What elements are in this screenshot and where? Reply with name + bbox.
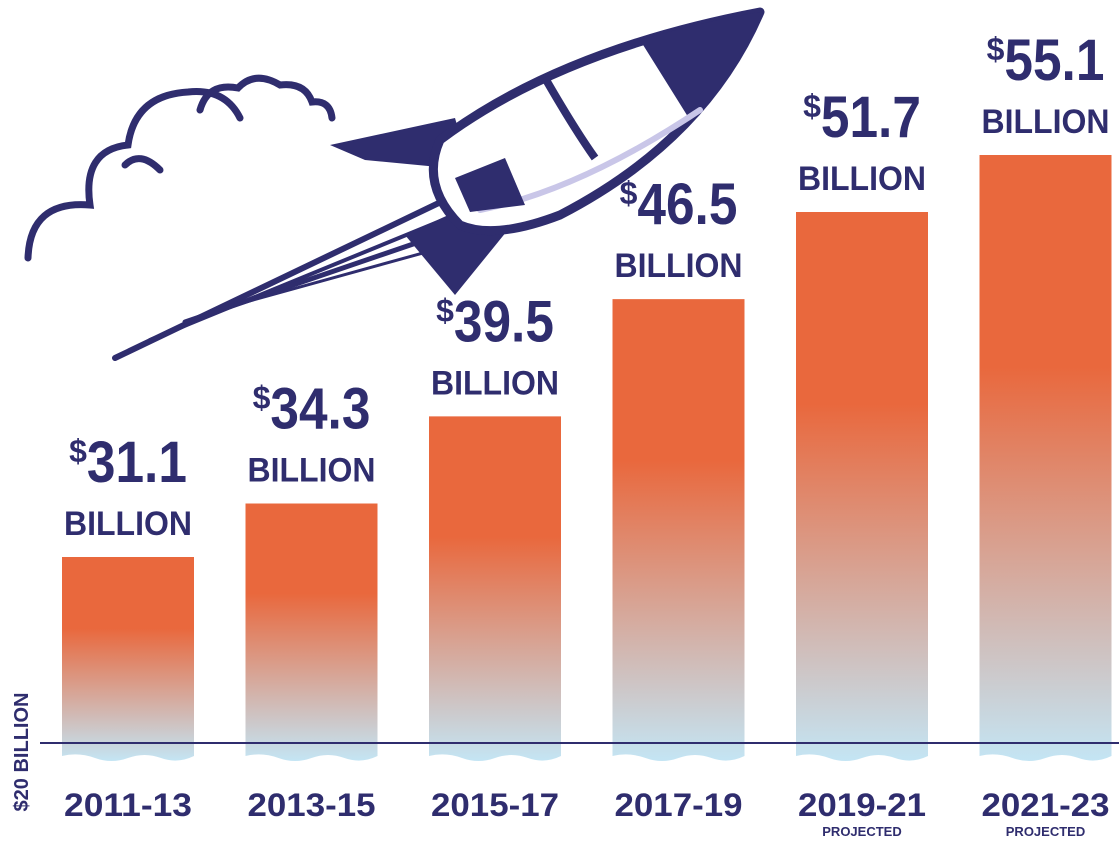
unit-label: BILLION (615, 247, 743, 285)
value-label: $34.3 (253, 376, 371, 441)
projected-label: PROJECTED (822, 824, 901, 839)
value-label: $51.7 (803, 85, 921, 150)
bar-2021-23 (979, 155, 1112, 761)
unit-label: BILLION (982, 103, 1110, 141)
cloud-icon (24, 74, 336, 262)
category-label: 2011-13 (64, 787, 192, 823)
category-label: 2013-15 (248, 787, 376, 823)
value-label: $46.5 (620, 172, 738, 237)
value-label: $39.5 (436, 289, 554, 354)
category-label: 2017-19 (615, 787, 743, 823)
bar-2013-15 (245, 503, 378, 761)
baseline-label: $20 BILLION (11, 693, 33, 812)
unit-label: BILLION (798, 160, 926, 198)
rocket-icon (112, 7, 765, 361)
value-label: $31.1 (69, 430, 187, 495)
category-label: 2021-23 (982, 787, 1110, 823)
value-label: $55.1 (987, 28, 1105, 93)
bar-2019-21 (796, 211, 928, 761)
bar-2015-17 (429, 416, 561, 761)
projected-label: PROJECTED (1006, 824, 1085, 839)
bar-2011-13 (62, 557, 194, 761)
unit-label: BILLION (431, 364, 559, 402)
unit-label: BILLION (248, 451, 376, 489)
category-label: 2019-21 (798, 787, 926, 823)
bar-2017-19 (612, 299, 745, 761)
unit-label: BILLION (64, 505, 192, 543)
category-label: 2015-17 (431, 787, 559, 823)
